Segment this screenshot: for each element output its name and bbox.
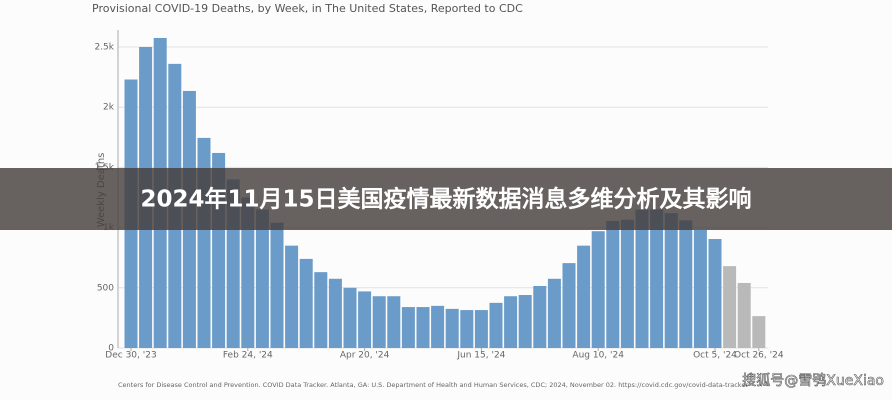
bar <box>635 209 649 348</box>
bar <box>474 310 488 348</box>
y-tick-label: 500 <box>97 283 114 293</box>
y-tick-label: 0 <box>108 344 114 354</box>
bar <box>533 285 547 348</box>
x-tick-label: Oct 26, '24 <box>734 351 784 361</box>
bar <box>328 278 342 348</box>
bar <box>416 307 430 348</box>
x-tick-label: Oct 5, '24 <box>693 351 737 361</box>
bar <box>650 209 664 348</box>
bar <box>387 296 401 348</box>
bar <box>752 316 766 348</box>
bar <box>489 302 503 348</box>
y-tick-label: 2.5k <box>94 43 114 53</box>
bar <box>314 272 328 348</box>
banner <box>0 168 892 230</box>
bar <box>620 219 634 348</box>
source-note: Centers for Disease Control and Preventi… <box>118 381 748 389</box>
x-tick-label: Jun 15, '24 <box>456 351 505 361</box>
bar <box>606 220 620 348</box>
bar <box>445 308 459 348</box>
x-tick-label: Dec 30, '23 <box>105 351 156 361</box>
bar <box>562 263 576 348</box>
bar <box>431 305 445 348</box>
chart-title: Provisional COVID-19 Deaths, by Week, in… <box>92 2 523 15</box>
bar <box>270 222 284 348</box>
bar <box>577 245 591 348</box>
banner-title: 2024年11月15日美国疫情最新数据消息多维分析及其影响 <box>140 186 751 213</box>
bar <box>460 310 474 348</box>
bar <box>679 220 693 348</box>
y-tick-label: 2k <box>103 103 115 113</box>
bar <box>285 245 299 348</box>
bar <box>401 307 415 348</box>
x-tick-label: Aug 10, '24 <box>572 351 624 361</box>
bar <box>241 197 255 348</box>
bar <box>372 296 386 348</box>
x-tick-label: Apr 20, '24 <box>340 351 390 361</box>
bar <box>504 296 518 348</box>
bar <box>664 213 678 348</box>
bar <box>723 266 737 348</box>
bar <box>708 239 722 348</box>
bar <box>255 209 269 348</box>
bar <box>518 295 532 348</box>
bar <box>547 278 561 348</box>
bar <box>737 282 751 348</box>
watermark: 搜狐号@雪鸮XueXiao <box>742 372 884 389</box>
bar <box>693 230 707 348</box>
bar <box>591 231 605 348</box>
y-tick-label: 1.5k <box>94 163 114 173</box>
x-tick-label: Feb 24, '24 <box>223 351 273 361</box>
bar <box>343 287 357 348</box>
bar <box>358 291 372 348</box>
bar <box>299 258 313 348</box>
